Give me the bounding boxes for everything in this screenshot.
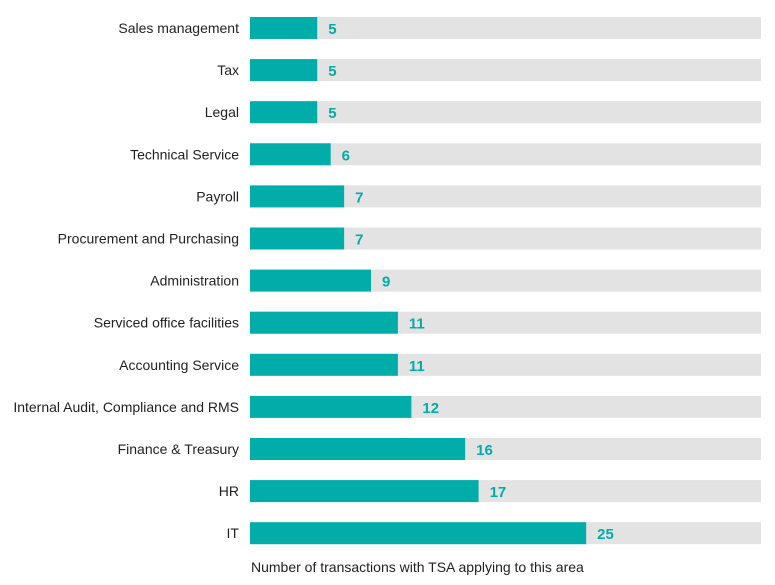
x-axis-label: Number of transactions with TSA applying… bbox=[251, 559, 584, 575]
value-label: 5 bbox=[328, 105, 336, 122]
bar bbox=[250, 395, 412, 418]
value-label: 5 bbox=[328, 63, 336, 80]
category-label: Accounting Service bbox=[119, 357, 239, 373]
category-label: Serviced office facilities bbox=[94, 315, 239, 331]
value-label: 7 bbox=[355, 189, 363, 206]
bar-row: HR 17 bbox=[219, 480, 761, 503]
value-label: 9 bbox=[382, 274, 390, 291]
bar-track bbox=[250, 227, 761, 250]
bar bbox=[250, 480, 479, 503]
value-label: 17 bbox=[490, 484, 507, 501]
bar bbox=[250, 227, 345, 250]
value-label: 11 bbox=[409, 316, 425, 333]
category-label: Procurement and Purchasing bbox=[58, 231, 239, 247]
category-label: Administration bbox=[150, 273, 239, 289]
bar-row: IT 25 bbox=[227, 522, 761, 545]
bar bbox=[250, 311, 398, 334]
bar-track bbox=[250, 59, 761, 82]
bar-row: Administration 9 bbox=[150, 269, 761, 292]
bar-track bbox=[250, 101, 761, 124]
category-label: Sales management bbox=[118, 20, 239, 36]
bar-track bbox=[250, 269, 761, 292]
bar bbox=[250, 185, 345, 208]
value-label: 11 bbox=[409, 358, 425, 375]
category-label: IT bbox=[227, 525, 240, 541]
bar-row: Tax 5 bbox=[217, 59, 761, 82]
bar-track bbox=[250, 17, 761, 39]
bar-row: Internal Audit, Compliance and RMS 12 bbox=[13, 395, 761, 418]
bar-row: Procurement and Purchasing 7 bbox=[58, 227, 761, 250]
bar-row: Serviced office facilities 11 bbox=[94, 311, 761, 334]
bar-row: Payroll 7 bbox=[196, 185, 761, 208]
bar bbox=[250, 17, 318, 39]
category-label: HR bbox=[219, 483, 239, 499]
bar bbox=[250, 269, 372, 292]
bar bbox=[250, 101, 318, 124]
bar-row: Technical Service 6 bbox=[130, 143, 761, 166]
bar-row: Sales management 5 bbox=[118, 17, 761, 39]
value-label: 6 bbox=[342, 147, 350, 164]
value-label: 16 bbox=[476, 442, 493, 459]
bar-row: Accounting Service 11 bbox=[119, 353, 761, 376]
bar-track bbox=[250, 143, 761, 166]
category-label: Technical Service bbox=[130, 146, 239, 162]
bar-row: Legal 5 bbox=[205, 101, 761, 124]
bar bbox=[250, 143, 331, 166]
bar bbox=[250, 59, 318, 82]
bar-row: Finance & Treasury 16 bbox=[118, 438, 761, 460]
category-label: Internal Audit, Compliance and RMS bbox=[13, 399, 239, 415]
value-label: 12 bbox=[422, 400, 439, 417]
value-label: 25 bbox=[597, 526, 614, 543]
bar-track bbox=[250, 185, 761, 208]
value-label: 7 bbox=[355, 232, 363, 249]
bar bbox=[250, 438, 466, 460]
bar bbox=[250, 353, 398, 376]
category-label: Payroll bbox=[196, 188, 239, 204]
bar bbox=[250, 522, 587, 545]
category-label: Tax bbox=[217, 62, 239, 78]
value-label: 5 bbox=[328, 21, 336, 38]
category-label: Finance & Treasury bbox=[118, 441, 239, 457]
category-label: Legal bbox=[205, 104, 239, 120]
